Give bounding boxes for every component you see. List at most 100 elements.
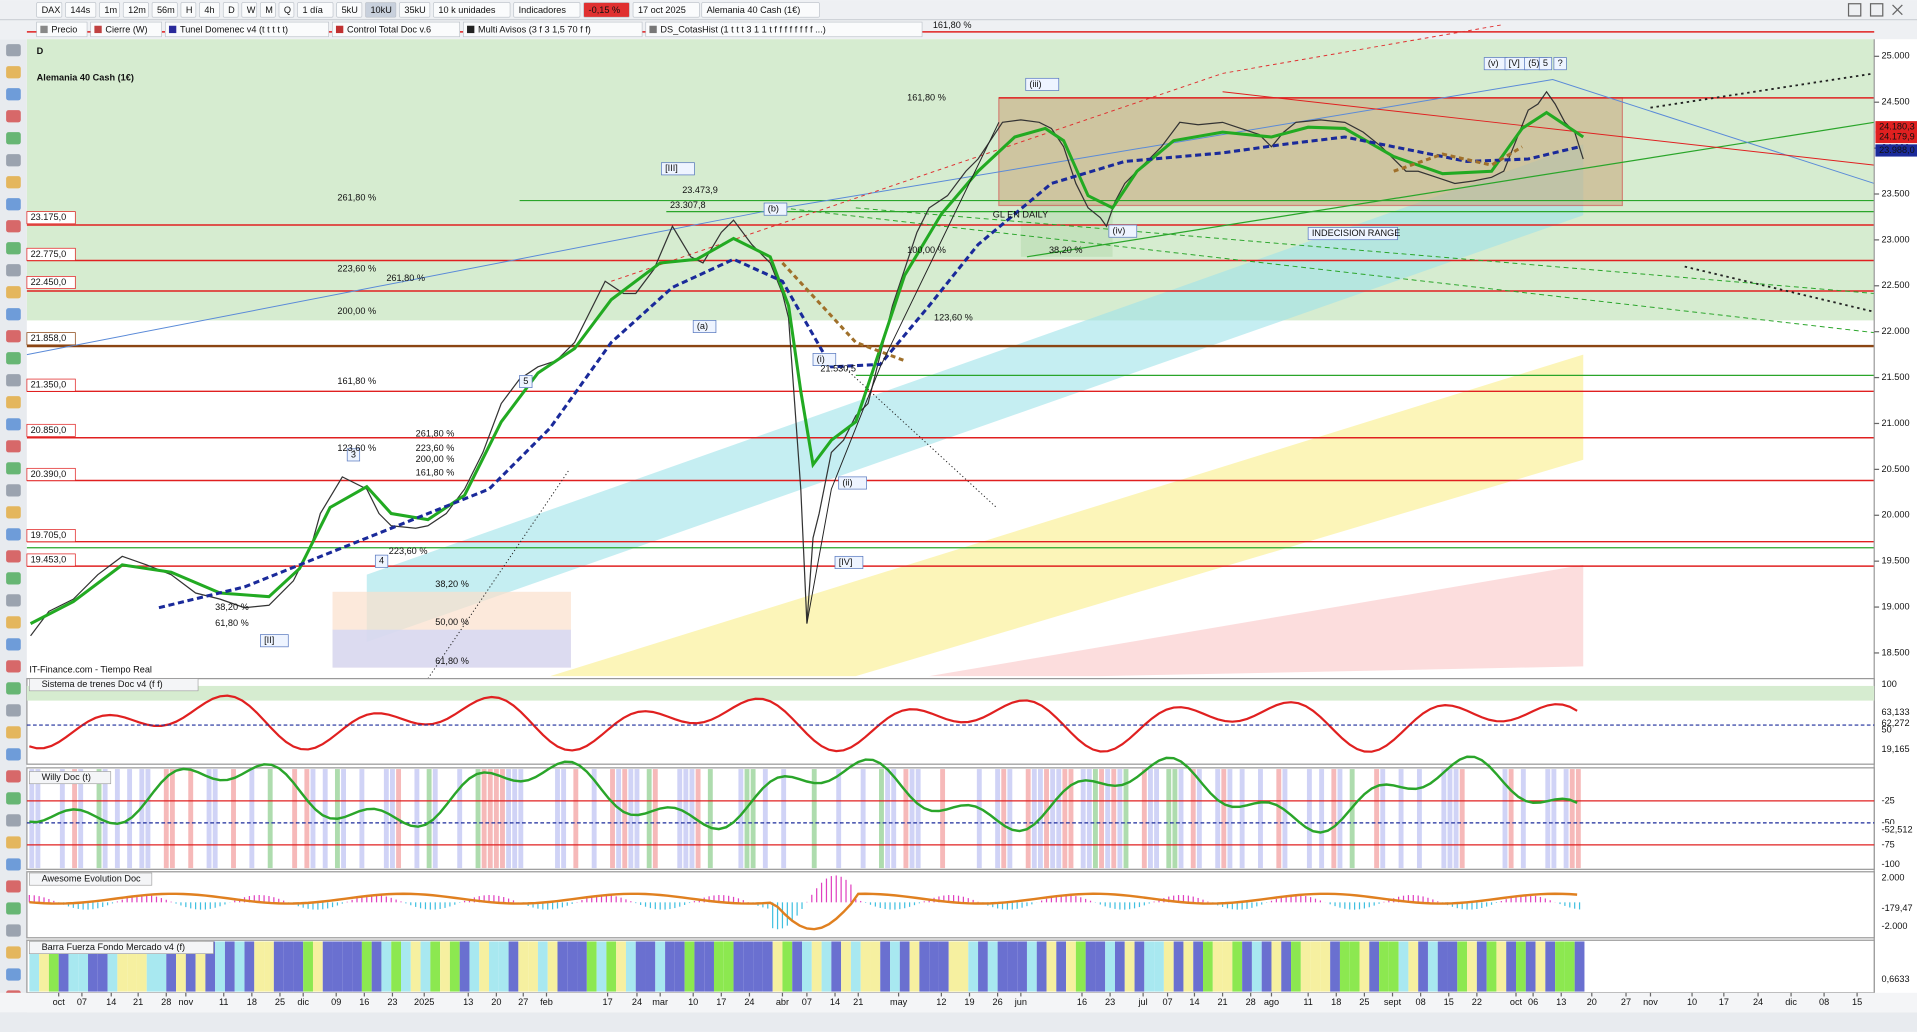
toolbar-label[interactable]: 1 día: [302, 5, 323, 15]
toolbar-label[interactable]: 12m: [128, 5, 146, 15]
tool-icon[interactable]: [6, 726, 21, 739]
tool-icon[interactable]: [6, 638, 21, 651]
toolbar-button[interactable]: [122, 2, 149, 18]
toolbar-button[interactable]: [278, 2, 295, 18]
tool-icon[interactable]: [6, 352, 21, 365]
tool-icon[interactable]: [6, 704, 21, 717]
tool-icon[interactable]: [6, 528, 21, 541]
tool-icon[interactable]: [6, 44, 21, 57]
tool-icon[interactable]: [6, 220, 21, 233]
tool-icon[interactable]: [6, 308, 21, 321]
tool-icon[interactable]: [6, 66, 21, 79]
indicator-swatch[interactable]: [168, 25, 177, 34]
indicator-tab[interactable]: [645, 21, 923, 38]
tool-icon[interactable]: [6, 154, 21, 167]
tool-icon[interactable]: [6, 264, 21, 277]
tool-icon[interactable]: [6, 176, 21, 189]
toolbar-button[interactable]: [297, 2, 334, 18]
tool-icon[interactable]: [6, 880, 21, 893]
window-min[interactable]: [1847, 3, 1862, 17]
tool-icon[interactable]: [6, 748, 21, 761]
tool-icon[interactable]: [6, 242, 21, 255]
toolbar-button[interactable]: [399, 2, 431, 18]
indicator-swatch[interactable]: [335, 25, 344, 34]
tool-icon[interactable]: [6, 572, 21, 585]
tool-icon[interactable]: [6, 396, 21, 409]
tool-icon[interactable]: [6, 286, 21, 299]
indicator-label[interactable]: Precio: [51, 24, 77, 34]
tool-icon[interactable]: [6, 902, 21, 915]
indicator-swatch[interactable]: [40, 25, 48, 34]
tool-icon[interactable]: [6, 198, 21, 211]
toolbar-button[interactable]: [222, 2, 239, 18]
tool-icon[interactable]: [6, 968, 21, 981]
toolbar-button[interactable]: [180, 2, 197, 18]
tool-icon[interactable]: [6, 88, 21, 101]
toolbar-button[interactable]: [241, 2, 258, 18]
tool-icon[interactable]: [6, 110, 21, 123]
indicator-swatch[interactable]: [649, 25, 657, 34]
tool-icon[interactable]: [6, 924, 21, 937]
toolbar-button[interactable]: [701, 2, 820, 18]
indicator-label[interactable]: Control Total Doc v.6: [347, 24, 431, 34]
toolbar-button[interactable]: [36, 2, 63, 18]
toolbar-label[interactable]: 1m: [104, 5, 117, 15]
tool-icon[interactable]: [6, 462, 21, 475]
tool-icon[interactable]: [6, 946, 21, 959]
toolbar-button[interactable]: [433, 2, 511, 18]
toolbar-label[interactable]: Alemania 40 Cash (1€): [707, 5, 801, 15]
indicator-swatch[interactable]: [94, 25, 102, 34]
indicator-label[interactable]: DS_CotasHist (1 t t t 3 1 1 t f f f f f …: [660, 24, 825, 34]
tool-icon[interactable]: [6, 616, 21, 629]
toolbar-label[interactable]: H: [186, 5, 193, 15]
indicator-tab[interactable]: [164, 21, 329, 38]
toolbar-label[interactable]: 10 k unidades: [438, 5, 495, 15]
toolbar-label[interactable]: W: [247, 5, 256, 15]
tool-icon[interactable]: [6, 132, 21, 145]
tool-icon[interactable]: [6, 330, 21, 343]
tool-icon[interactable]: [6, 814, 21, 827]
toolbar-label[interactable]: -0,15 %: [589, 5, 621, 15]
indicator-tab[interactable]: [463, 21, 643, 38]
indicator-label[interactable]: Cierre (W): [105, 24, 147, 34]
toolbar-label[interactable]: DAX: [42, 5, 61, 15]
tool-icon[interactable]: [6, 594, 21, 607]
toolbar-label[interactable]: 17 oct 2025: [638, 5, 686, 15]
indicator-label[interactable]: Tunel Domenec v4 (t t t t t): [180, 24, 288, 34]
toolbar-button[interactable]: [65, 2, 97, 18]
indicator-swatch[interactable]: [467, 25, 475, 34]
toolbar-label[interactable]: D: [228, 5, 235, 15]
indicator-label[interactable]: Multi Avisos (3 f 3 1,5 70 f f): [478, 24, 591, 34]
toolbar-label[interactable]: 35kU: [404, 5, 425, 15]
tool-icon[interactable]: [6, 506, 21, 519]
tool-icon[interactable]: [6, 792, 21, 805]
toolbar-label[interactable]: M: [265, 5, 273, 15]
window-close[interactable]: [1892, 4, 1903, 16]
toolbar-button[interactable]: [151, 2, 178, 18]
window-max[interactable]: [1869, 3, 1884, 17]
tool-icon[interactable]: [6, 660, 21, 673]
tool-icon[interactable]: [6, 836, 21, 849]
tool-icon[interactable]: [6, 858, 21, 871]
toolbar-button[interactable]: [260, 2, 276, 18]
toolbar-label[interactable]: 5kU: [342, 5, 358, 15]
toolbar-button[interactable]: [632, 2, 700, 18]
toolbar-label[interactable]: 4h: [204, 5, 214, 15]
tool-icon[interactable]: [6, 770, 21, 783]
tool-icon[interactable]: [6, 682, 21, 695]
toolbar-button[interactable]: [583, 2, 630, 18]
toolbar-label[interactable]: 144s: [70, 5, 90, 15]
indicator-tab[interactable]: [36, 21, 88, 38]
toolbar-button[interactable]: [513, 2, 581, 18]
toolbar-button[interactable]: [365, 2, 397, 18]
toolbar-button[interactable]: [336, 2, 363, 18]
toolbar-button[interactable]: [99, 2, 120, 18]
toolbar-label[interactable]: Q: [284, 5, 291, 15]
toolbar-label[interactable]: 56m: [157, 5, 175, 15]
tool-icon[interactable]: [6, 418, 21, 431]
tool-icon[interactable]: [6, 440, 21, 453]
tool-icon[interactable]: [6, 374, 21, 387]
indicator-tab[interactable]: [331, 21, 460, 38]
tool-icon[interactable]: [6, 550, 21, 563]
toolbar-button[interactable]: [199, 2, 220, 18]
